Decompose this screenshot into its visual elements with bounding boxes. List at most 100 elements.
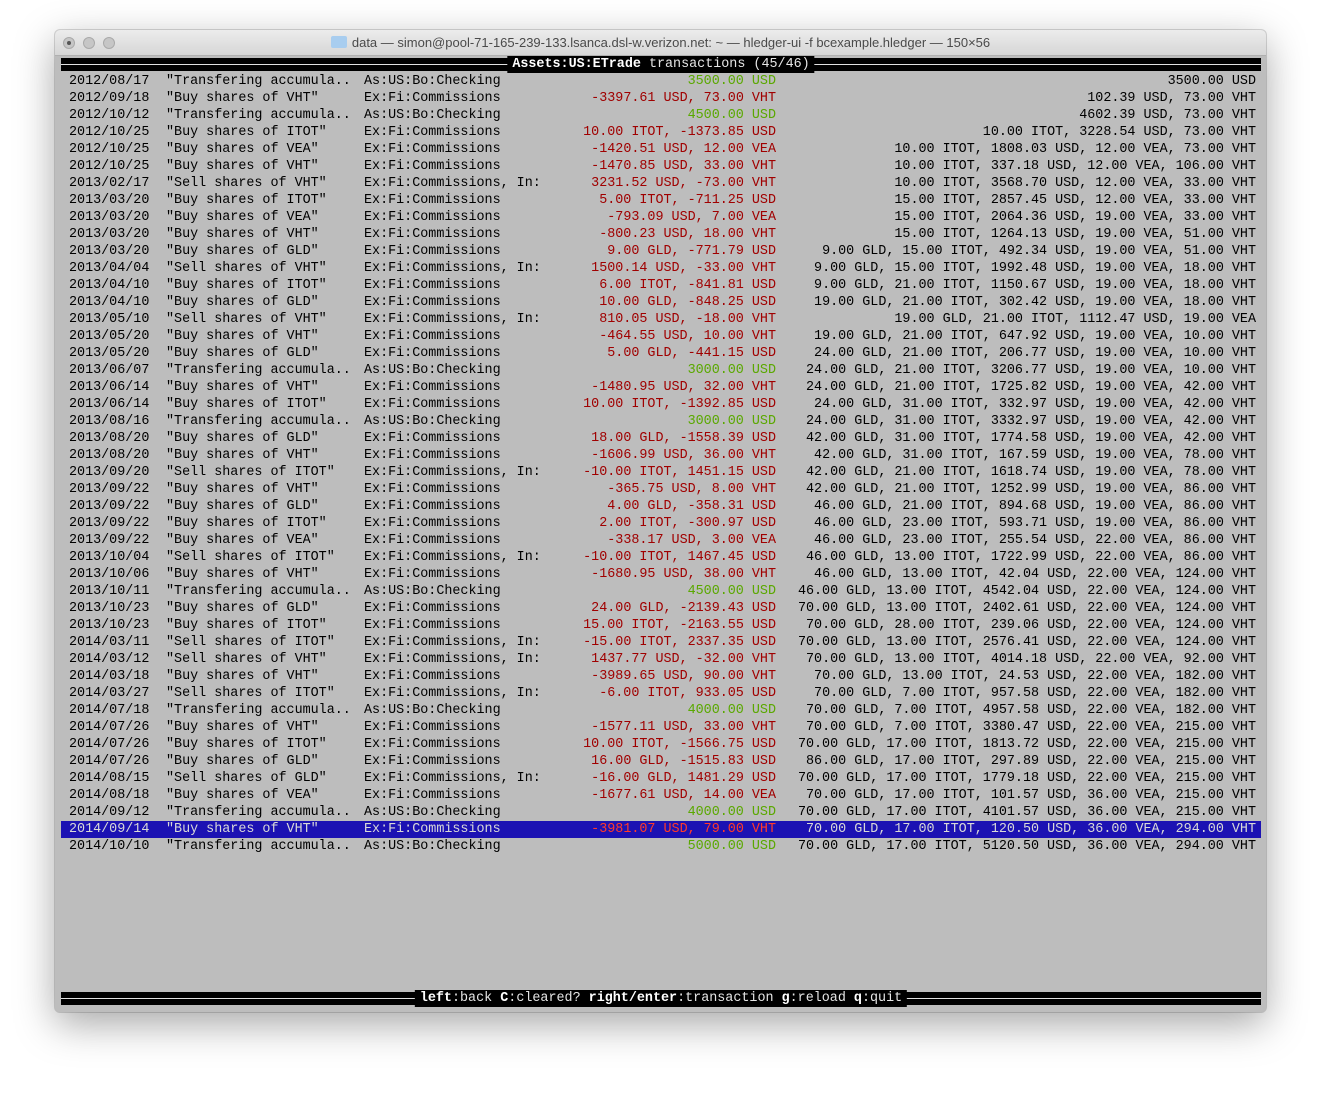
table-row[interactable]: 2013/09/22 "Buy shares of VHT" Ex:Fi:Commi… xyxy=(61,481,1261,498)
table-row[interactable]: 2014/03/12 "Sell shares of VHT" Ex:Fi:Comm… xyxy=(61,651,1261,668)
footer-key[interactable]: g xyxy=(781,991,790,1006)
date-cell: 2013/06/07 xyxy=(69,363,149,378)
table-row[interactable]: 2012/10/25 "Buy shares of ITOT" Ex:Fi:Comm… xyxy=(61,124,1261,141)
table-row[interactable]: 2013/04/04 "Sell shares of VHT" Ex:Fi:Comm… xyxy=(61,260,1261,277)
table-row[interactable]: 2013/06/07 "Transfering accumula.. As:US:B… xyxy=(61,362,1261,379)
table-row[interactable]: 2013/10/23 "Buy shares of GLD" Ex:Fi:Commi… xyxy=(61,600,1261,617)
date-cell: 2014/03/12 xyxy=(69,652,149,667)
account-cell: Ex:Fi:Commissions xyxy=(364,244,501,259)
date-cell: 2013/09/20 xyxy=(69,465,149,480)
screen-header: Assets:US:ETrade transactions (45/46) xyxy=(61,56,1261,73)
date-cell: 2014/03/27 xyxy=(69,686,149,701)
table-row[interactable]: 2013/03/20 "Buy shares of ITOT" Ex:Fi:Comm… xyxy=(61,192,1261,209)
table-row[interactable]: 2013/05/20 "Buy shares of VHT" Ex:Fi:Commi… xyxy=(61,328,1261,345)
amount-cell: 3000.00 USD xyxy=(687,414,776,429)
table-row[interactable]: 2014/07/26 "Buy shares of ITOT" Ex:Fi:Comm… xyxy=(61,736,1261,753)
table-row[interactable]: 2014/03/27 "Sell shares of ITOT" Ex:Fi:Com… xyxy=(61,685,1261,702)
amount-cell: 24.00 GLD, -2139.43 USD xyxy=(591,601,776,616)
description-cell: "Buy shares of VHT" xyxy=(166,380,319,395)
table-row[interactable]: 2014/07/18 "Transfering accumula.. As:US:B… xyxy=(61,702,1261,719)
table-row[interactable]: 2013/10/06 "Buy shares of VHT" Ex:Fi:Commi… xyxy=(61,566,1261,583)
description-cell: "Buy shares of ITOT" xyxy=(166,193,327,208)
table-row[interactable]: 2014/09/12 "Transfering accumula.. As:US:B… xyxy=(61,804,1261,821)
balance-cell: 46.00 GLD, 21.00 ITOT, 894.68 USD, 19.00… xyxy=(814,499,1256,514)
table-row[interactable]: 2013/10/23 "Buy shares of ITOT" Ex:Fi:Comm… xyxy=(61,617,1261,634)
table-row[interactable]: 2012/08/17 "Transfering accumula.. As:US:B… xyxy=(61,73,1261,90)
table-row[interactable]: 2013/09/22 "Buy shares of ITOT" Ex:Fi:Comm… xyxy=(61,515,1261,532)
description-cell: "Sell shares of ITOT" xyxy=(166,550,335,565)
account-cell: As:US:Bo:Checking xyxy=(364,839,501,854)
terminal[interactable]: Assets:US:ETrade transactions (45/46) 20… xyxy=(61,56,1261,1012)
description-cell: "Buy shares of GLD" xyxy=(166,754,319,769)
amount-cell: -1480.95 USD, 32.00 VHT xyxy=(591,380,776,395)
minimize-button[interactable] xyxy=(83,37,95,49)
amount-cell: 9.00 GLD, -771.79 USD xyxy=(607,244,776,259)
table-row[interactable]: 2013/04/10 "Buy shares of GLD" Ex:Fi:Commi… xyxy=(61,294,1261,311)
amount-cell: 1500.14 USD, -33.00 VHT xyxy=(591,261,776,276)
table-row[interactable]: 2013/08/20 "Buy shares of GLD" Ex:Fi:Commi… xyxy=(61,430,1261,447)
table-row[interactable]: 2014/03/11 "Sell shares of ITOT" Ex:Fi:Com… xyxy=(61,634,1261,651)
table-row[interactable]: 2012/09/18 "Buy shares of VHT" Ex:Fi:Commi… xyxy=(61,90,1261,107)
date-cell: 2012/10/25 xyxy=(69,142,149,157)
balance-cell: 70.00 GLD, 7.00 ITOT, 3380.47 USD, 22.00… xyxy=(806,720,1256,735)
transaction-list[interactable]: 2012/08/17 "Transfering accumula.. As:US:B… xyxy=(61,73,1261,855)
date-cell: 2013/08/20 xyxy=(69,448,149,463)
description-cell: "Sell shares of VHT" xyxy=(166,312,327,327)
amount-cell: 810.05 USD, -18.00 VHT xyxy=(599,312,776,327)
zoom-button[interactable] xyxy=(103,37,115,49)
table-row[interactable]: 2013/06/14 "Buy shares of ITOT" Ex:Fi:Comm… xyxy=(61,396,1261,413)
amount-cell: 16.00 GLD, -1515.83 USD xyxy=(591,754,776,769)
table-row-selected[interactable]: 2014/09/14 "Buy shares of VHT" Ex:Fi:Commi… xyxy=(61,821,1261,838)
table-row[interactable]: 2013/02/17 "Sell shares of VHT" Ex:Fi:Comm… xyxy=(61,175,1261,192)
table-row[interactable]: 2013/08/20 "Buy shares of VHT" Ex:Fi:Commi… xyxy=(61,447,1261,464)
title-bar[interactable]: data — simon@pool-71-165-239-133.lsanca.… xyxy=(55,30,1266,56)
table-row[interactable]: 2014/08/18 "Buy shares of VEA" Ex:Fi:Commi… xyxy=(61,787,1261,804)
footer-action: quit xyxy=(870,991,903,1006)
footer-key[interactable]: left xyxy=(419,991,452,1006)
table-row[interactable]: 2013/06/14 "Buy shares of VHT" Ex:Fi:Commi… xyxy=(61,379,1261,396)
description-cell: "Buy shares of GLD" xyxy=(166,346,319,361)
date-cell: 2013/04/10 xyxy=(69,278,149,293)
table-row[interactable]: 2013/04/10 "Buy shares of ITOT" Ex:Fi:Comm… xyxy=(61,277,1261,294)
table-row[interactable]: 2013/03/20 "Buy shares of VHT" Ex:Fi:Commi… xyxy=(61,226,1261,243)
table-row[interactable]: 2014/07/26 "Buy shares of GLD" Ex:Fi:Commi… xyxy=(61,753,1261,770)
table-row[interactable]: 2013/10/11 "Transfering accumula.. As:US:B… xyxy=(61,583,1261,600)
description-cell: "Buy shares of GLD" xyxy=(166,244,319,259)
balance-cell: 24.00 GLD, 21.00 ITOT, 3206.77 USD, 19.0… xyxy=(806,363,1256,378)
amount-cell: 4.00 GLD, -358.31 USD xyxy=(607,499,776,514)
table-row[interactable]: 2014/07/26 "Buy shares of VHT" Ex:Fi:Commi… xyxy=(61,719,1261,736)
account-cell: As:US:Bo:Checking xyxy=(364,584,501,599)
table-row[interactable]: 2013/03/20 "Buy shares of VEA" Ex:Fi:Commi… xyxy=(61,209,1261,226)
terminal-window: data — simon@pool-71-165-239-133.lsanca.… xyxy=(55,30,1266,1012)
table-row[interactable]: 2014/08/15 "Sell shares of GLD" Ex:Fi:Comm… xyxy=(61,770,1261,787)
table-row[interactable]: 2012/10/25 "Buy shares of VEA" Ex:Fi:Commi… xyxy=(61,141,1261,158)
table-row[interactable]: 2013/10/04 "Sell shares of ITOT" Ex:Fi:Com… xyxy=(61,549,1261,566)
table-row[interactable]: 2013/09/22 "Buy shares of GLD" Ex:Fi:Commi… xyxy=(61,498,1261,515)
description-cell: "Buy shares of ITOT" xyxy=(166,125,327,140)
table-row[interactable]: 2013/09/20 "Sell shares of ITOT" Ex:Fi:Com… xyxy=(61,464,1261,481)
account-cell: As:US:Bo:Checking xyxy=(364,703,501,718)
table-row[interactable]: 2014/03/18 "Buy shares of VHT" Ex:Fi:Commi… xyxy=(61,668,1261,685)
table-row[interactable]: 2013/05/10 "Sell shares of VHT" Ex:Fi:Comm… xyxy=(61,311,1261,328)
amount-cell: 4500.00 USD xyxy=(687,584,776,599)
date-cell: 2013/09/22 xyxy=(69,499,149,514)
footer-key[interactable]: right/enter xyxy=(588,991,678,1006)
account-cell: As:US:Bo:Checking xyxy=(364,74,501,89)
amount-cell: -3397.61 USD, 73.00 VHT xyxy=(591,91,776,106)
amount-cell: 5000.00 USD xyxy=(687,839,776,854)
account-cell: As:US:Bo:Checking xyxy=(364,805,501,820)
table-row[interactable]: 2014/10/10 "Transfering accumula.. As:US:B… xyxy=(61,838,1261,855)
balance-cell: 70.00 GLD, 17.00 ITOT, 1813.72 USD, 22.0… xyxy=(797,737,1256,752)
close-button[interactable] xyxy=(63,37,75,49)
table-row[interactable]: 2013/05/20 "Buy shares of GLD" Ex:Fi:Commi… xyxy=(61,345,1261,362)
table-row[interactable]: 2013/08/16 "Transfering accumula.. As:US:B… xyxy=(61,413,1261,430)
table-row[interactable]: 2013/03/20 "Buy shares of GLD" Ex:Fi:Commi… xyxy=(61,243,1261,260)
account-cell: As:US:Bo:Checking xyxy=(364,414,501,429)
footer-key[interactable]: C xyxy=(500,991,509,1006)
table-row[interactable]: 2012/10/12 "Transfering accumula.. As:US:B… xyxy=(61,107,1261,124)
account-cell: Ex:Fi:Commissions, In:.. xyxy=(364,176,544,191)
balance-cell: 70.00 GLD, 7.00 ITOT, 4957.58 USD, 22.00… xyxy=(806,703,1256,718)
table-row[interactable]: 2013/09/22 "Buy shares of VEA" Ex:Fi:Commi… xyxy=(61,532,1261,549)
table-row[interactable]: 2012/10/25 "Buy shares of VHT" Ex:Fi:Commi… xyxy=(61,158,1261,175)
footer-key[interactable]: q xyxy=(853,991,862,1006)
